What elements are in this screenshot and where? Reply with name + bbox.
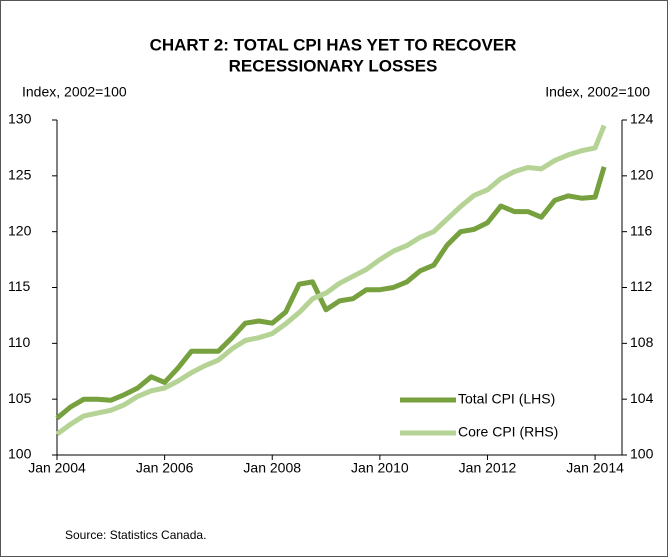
x-tick-label: Jan 2012 — [459, 460, 517, 476]
y2-tick-label: 116 — [630, 222, 653, 238]
chart-title: RECESSIONARY LOSSES — [229, 56, 438, 75]
x-tick-label: Jan 2008 — [243, 460, 301, 476]
y-tick-label: 115 — [8, 278, 31, 294]
y2-tick-label: 108 — [630, 334, 654, 350]
y2-tick-label: 124 — [630, 111, 654, 127]
series-line — [55, 124, 607, 437]
y-tick-label: 125 — [8, 167, 32, 183]
chart-title: CHART 2: TOTAL CPI HAS YET TO RECOVER — [150, 35, 517, 54]
y-tick-label: 110 — [8, 334, 31, 350]
y-tick-label: 120 — [8, 222, 32, 238]
y2-tick-label: 100 — [630, 446, 654, 462]
y-tick-label: 100 — [8, 446, 32, 462]
x-tick-label: Jan 2006 — [136, 460, 194, 476]
y-tick-label: 105 — [8, 390, 32, 406]
x-tick-label: Jan 2014 — [566, 460, 624, 476]
y-tick-label: 130 — [8, 111, 32, 127]
x-tick-label: Jan 2010 — [351, 460, 409, 476]
x-tick-label: Jan 2004 — [28, 460, 86, 476]
legend-label: Total CPI (LHS) — [458, 391, 555, 407]
legend-label: Core CPI (RHS) — [458, 424, 558, 440]
y2-axis-label: Index, 2002=100 — [545, 84, 650, 100]
y2-tick-label: 120 — [630, 167, 654, 183]
y-axis-label: Index, 2002=100 — [22, 84, 127, 100]
y2-tick-label: 104 — [630, 390, 654, 406]
series-line — [55, 166, 607, 421]
y2-tick-label: 112 — [630, 278, 653, 294]
source-note: Source: Statistics Canada. — [65, 528, 206, 542]
